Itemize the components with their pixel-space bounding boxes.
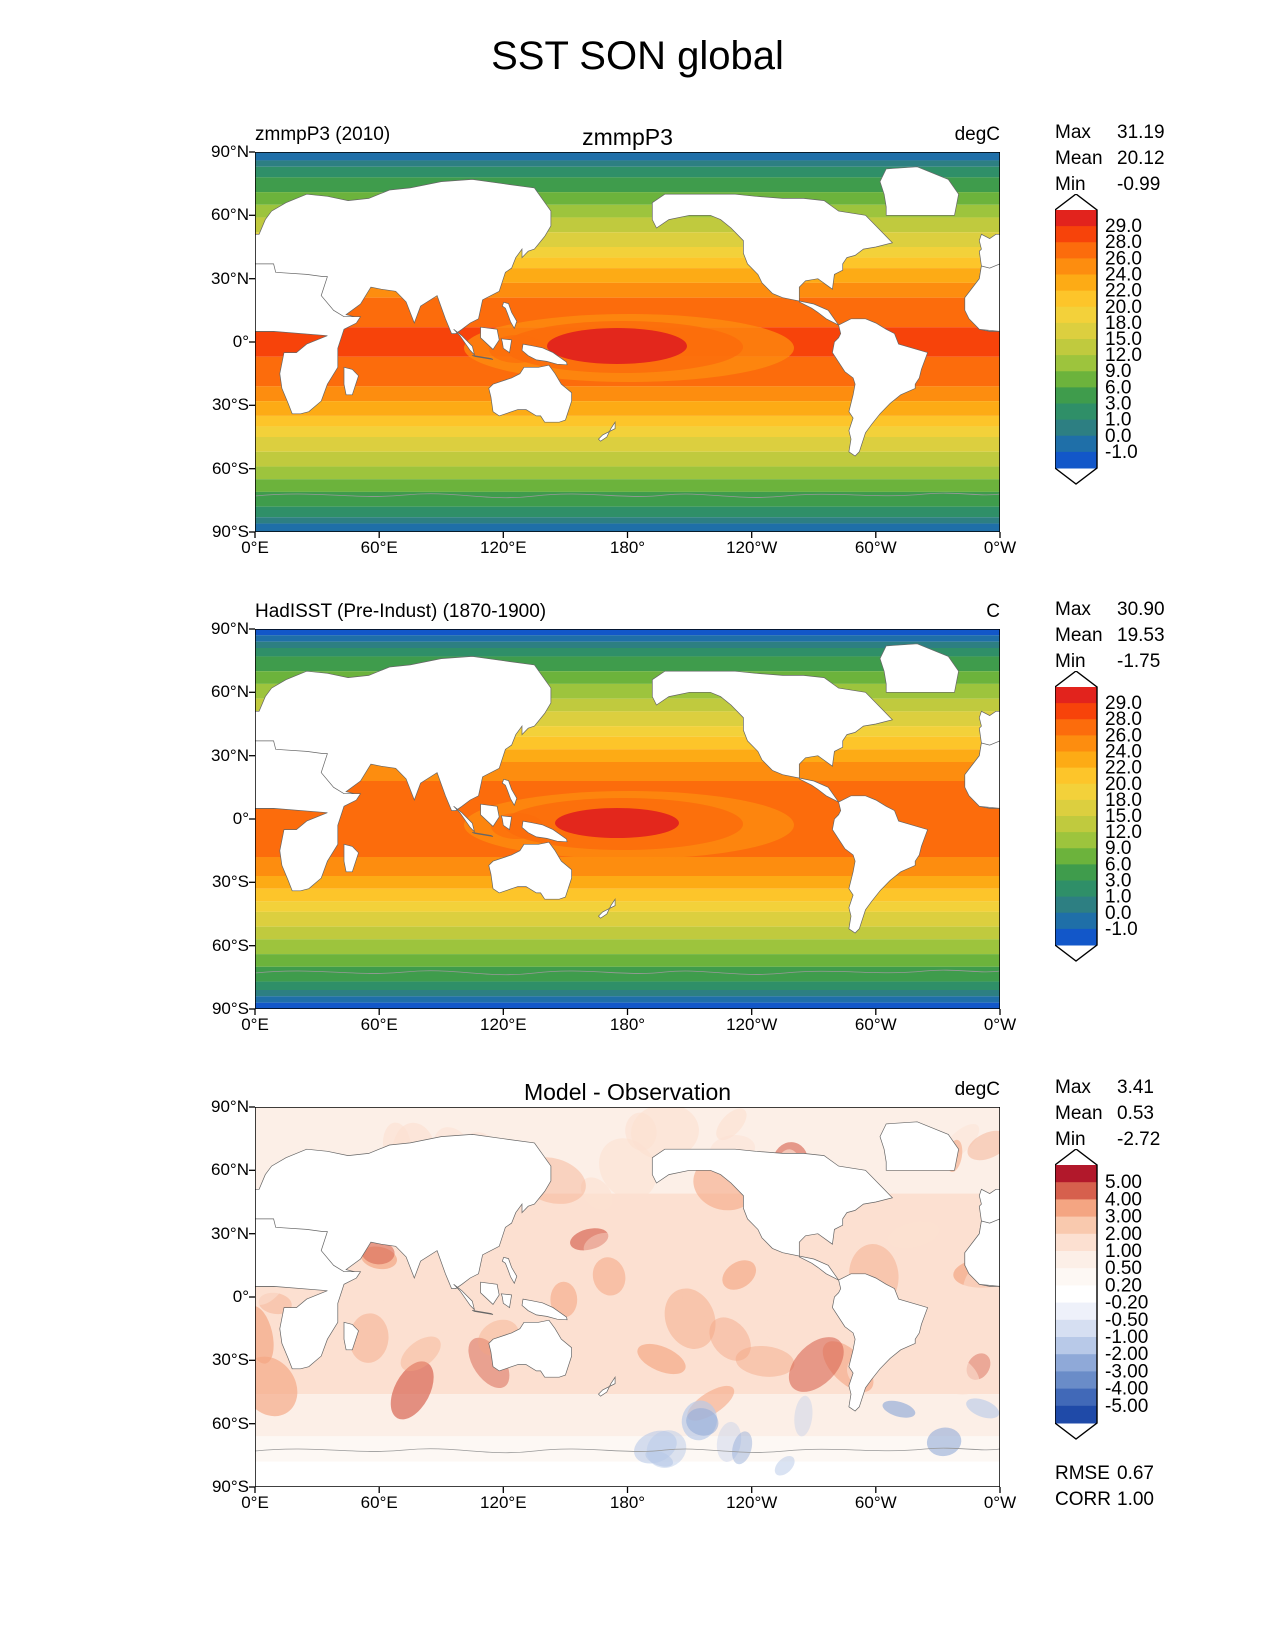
svg-text:-5.00: -5.00: [1105, 1396, 1148, 1417]
svg-text:-1.0: -1.0: [1105, 442, 1138, 463]
svg-text:-1.0: -1.0: [1105, 919, 1138, 940]
